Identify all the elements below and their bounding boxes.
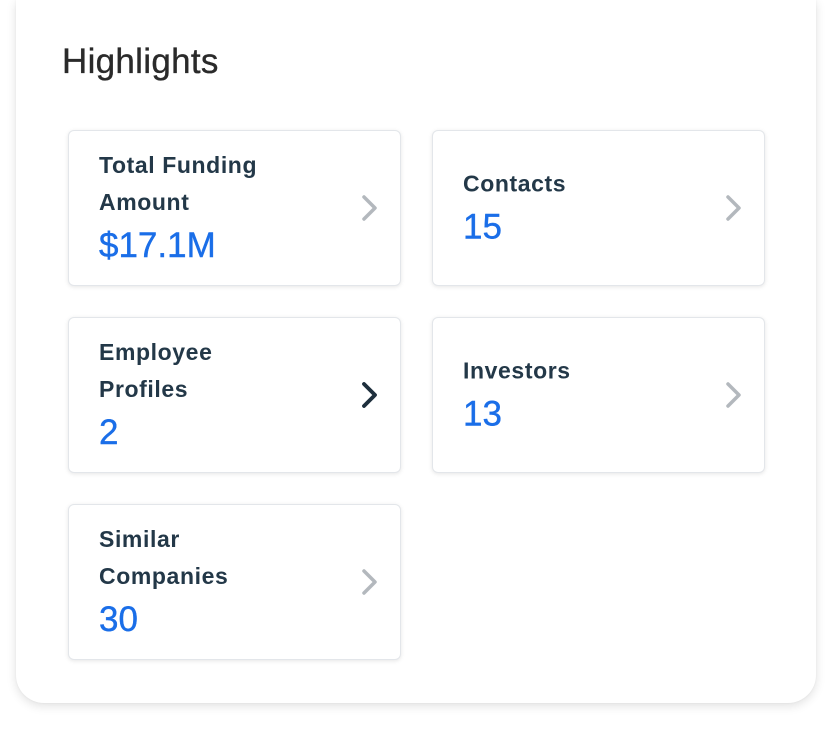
highlights-panel: Highlights Total Funding Amount $17.1M C… — [16, 0, 816, 703]
card-label-line: Similar — [99, 526, 180, 552]
panel-title: Highlights — [62, 42, 219, 81]
chevron-right-icon[interactable] — [358, 566, 380, 598]
card-value: 13 — [463, 394, 502, 434]
similar-companies-card[interactable]: Similar Companies 30 — [68, 504, 401, 660]
card-label-line: Total Funding — [99, 152, 258, 178]
card-label-line: Contacts — [463, 170, 567, 197]
chevron-right-icon[interactable] — [722, 192, 744, 224]
card-label-line: Companies — [99, 563, 229, 589]
card-value: 15 — [463, 207, 502, 247]
card-text: Employee Profiles 2 — [99, 334, 330, 456]
chevron-right-icon[interactable] — [722, 379, 744, 411]
card-text: Total Funding Amount $17.1M — [99, 147, 330, 269]
card-value: 2 — [99, 413, 119, 452]
employee-profiles-card[interactable]: Employee Profiles 2 — [68, 317, 401, 473]
card-label-line: Amount — [99, 189, 190, 215]
contacts-card[interactable]: Contacts 15 — [432, 130, 765, 286]
card-text: Investors 13 — [463, 353, 694, 438]
card-value: 30 — [99, 600, 138, 639]
card-value: $17.1M — [99, 226, 216, 265]
card-label-line: Investors — [463, 357, 571, 384]
card-label-line: Employee — [99, 339, 213, 365]
card-text: Similar Companies 30 — [99, 521, 330, 643]
card-text: Contacts 15 — [463, 166, 694, 251]
chevron-right-icon[interactable] — [358, 379, 380, 411]
card-label-line: Profiles — [99, 376, 189, 402]
investors-card[interactable]: Investors 13 — [432, 317, 765, 473]
total-funding-card[interactable]: Total Funding Amount $17.1M — [68, 130, 401, 286]
chevron-right-icon[interactable] — [358, 192, 380, 224]
